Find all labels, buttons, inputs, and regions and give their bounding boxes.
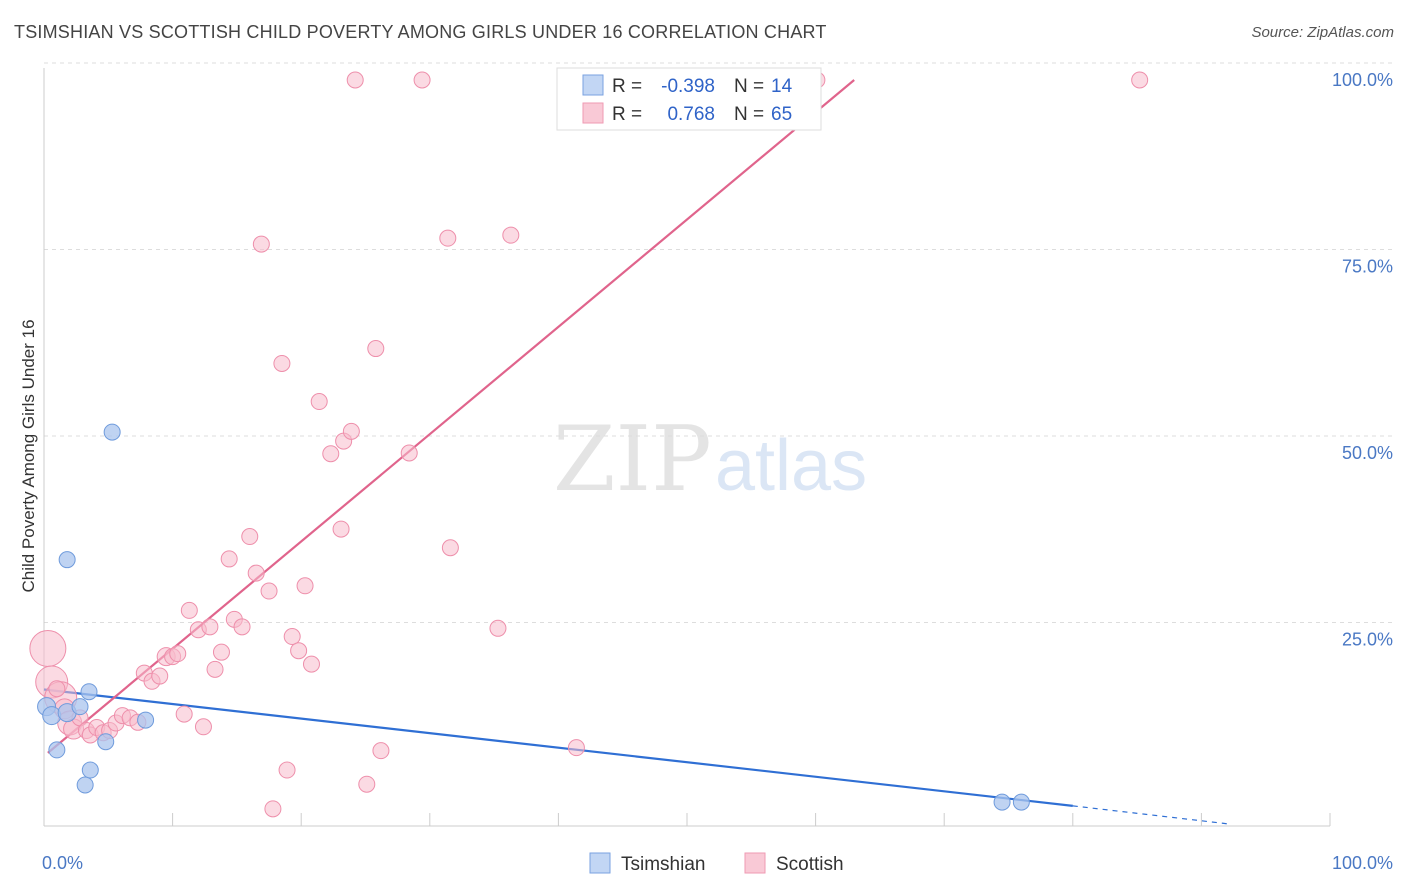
tsimshian-point-13: [1012, 793, 1030, 811]
legend-top: R = -0.398 N = 14 R = 0.768 N = 65: [556, 67, 822, 131]
legend-n-value-2: 65: [771, 104, 792, 125]
watermark: ZIP atlas: [553, 407, 867, 512]
scottish-point-31: [233, 618, 251, 636]
source-label: Source: ZipAtlas.com: [1251, 24, 1394, 41]
chart-title: TSIMSHIAN VS SCOTTISH CHILD POVERTY AMON…: [14, 22, 827, 42]
tsimshian-point-12: [993, 793, 1011, 811]
legend-n-label-2: N =: [734, 104, 764, 125]
tsimshian-point-8: [81, 761, 99, 779]
scottish-point-41: [296, 577, 314, 595]
tsimshian-trend-extension: [1072, 805, 1228, 825]
scottish-point-23: [180, 601, 198, 619]
scottish-point-58: [567, 739, 585, 757]
scottish-point-47: [342, 422, 360, 440]
legend-n-value-1: 14: [771, 76, 793, 97]
y-tick-label-2: 75.0%: [1342, 257, 1393, 277]
scottish-point-27: [206, 660, 224, 678]
scottish-point-56: [489, 619, 507, 637]
legend-r-label-1: R =: [612, 76, 642, 97]
watermark-atlas: atlas: [715, 426, 867, 506]
scottish-point-43: [310, 393, 328, 411]
legend-swatch-scottish: [582, 102, 604, 124]
scottish-point-21: [169, 645, 187, 663]
tsimshian-point-1: [42, 706, 62, 726]
legend-bottom: Tsimshian Scottish: [589, 852, 844, 875]
scottish-point-37: [273, 354, 291, 372]
legend-bottom-label-tsimshian: Tsimshian: [621, 854, 705, 875]
legend-r-label-2: R =: [612, 104, 642, 125]
scottish-point-53: [413, 71, 431, 89]
scottish-point-64: [48, 680, 66, 698]
legend-r-value-2: 0.768: [667, 104, 715, 125]
tsimshian-point-9: [97, 733, 115, 751]
scottish-point-32: [241, 528, 259, 546]
tsimshian-point-5: [71, 698, 89, 716]
tsimshian-point-2: [48, 741, 66, 759]
data-points: [29, 71, 1149, 818]
legend-bottom-swatch-scottish: [744, 852, 766, 874]
scottish-point-52: [400, 444, 418, 462]
tsimshian-point-10: [103, 423, 121, 441]
tsimshian-point-11: [137, 711, 155, 729]
scottish-point-36: [264, 800, 282, 818]
scottish-point-42: [302, 655, 320, 673]
scottish-point-28: [212, 643, 230, 661]
scottish-point-22: [175, 705, 193, 723]
scottish-point-0: [29, 629, 67, 667]
scottish-point-25: [194, 718, 212, 736]
legend-bottom-label-scottish: Scottish: [776, 854, 844, 875]
scottish-point-44: [322, 445, 340, 463]
y-tick-label-1: 50.0%: [1342, 443, 1393, 463]
scottish-point-54: [439, 229, 457, 247]
scottish-point-29: [220, 550, 238, 568]
legend-bottom-swatch-tsimshian: [589, 852, 611, 874]
scottish-point-45: [332, 520, 350, 538]
scottish-point-38: [278, 761, 296, 779]
x-tick-label-0: 0.0%: [42, 853, 83, 873]
scottish-point-39: [283, 628, 301, 646]
x-tick-label-1: 100.0%: [1332, 853, 1393, 873]
watermark-zip: ZIP: [553, 407, 712, 512]
scottish-point-33: [247, 564, 265, 582]
trend-lines: [43, 79, 1228, 825]
scottish-point-63: [1131, 71, 1149, 89]
scottish-trend-line: [47, 79, 855, 754]
tsimshian-point-6: [76, 776, 94, 794]
scottish-point-55: [441, 539, 459, 557]
scottish-point-40: [290, 642, 308, 660]
tsimshian-trend-line: [43, 688, 1073, 807]
scottish-point-26: [201, 618, 219, 636]
y-tick-label-3: 100.0%: [1332, 70, 1393, 90]
scottish-point-49: [358, 775, 376, 793]
y-axis-label: Child Poverty Among Girls Under 16: [19, 319, 38, 592]
legend-swatch-tsimshian: [582, 74, 604, 96]
legend-r-value-1: -0.398: [661, 76, 715, 97]
scottish-point-34: [252, 235, 270, 253]
x-ticks: [172, 813, 1331, 826]
legend-n-label-1: N =: [734, 76, 764, 97]
tsimshian-point-7: [80, 683, 98, 701]
scottish-point-57: [502, 226, 520, 244]
gridlines: [44, 62, 1392, 623]
tick-labels: 25.0% 50.0% 75.0% 100.0% 0.0% 100.0%: [42, 70, 1393, 873]
scottish-point-48: [346, 71, 364, 89]
tsimshian-point-4: [58, 551, 76, 569]
scottish-point-35: [260, 582, 278, 600]
scottish-point-51: [372, 742, 390, 760]
y-tick-label-0: 25.0%: [1342, 630, 1393, 650]
scottish-point-18: [151, 667, 169, 685]
scottish-point-50: [367, 340, 385, 358]
